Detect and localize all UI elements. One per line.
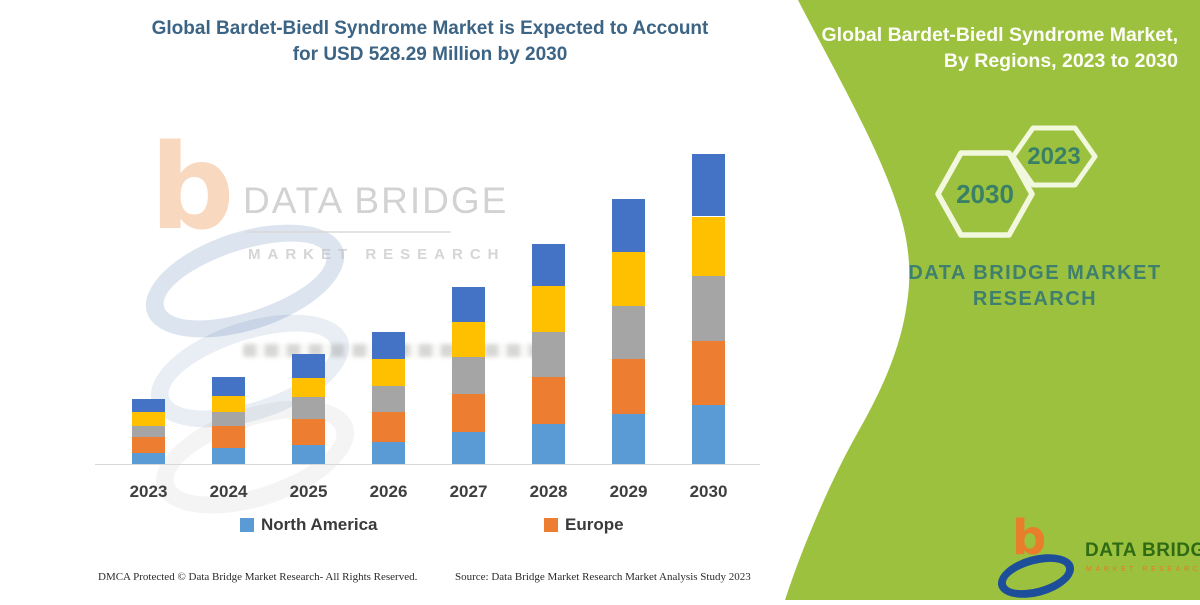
bar-segment-north-america bbox=[452, 432, 485, 464]
x-axis-label: 2030 bbox=[689, 482, 728, 501]
bar-segment-north-america bbox=[292, 444, 325, 464]
legend-item-europe: Europe bbox=[544, 515, 624, 535]
bar-segment-region-5-unlabeled-blue- bbox=[452, 287, 485, 323]
bar-segment-north-america bbox=[692, 404, 725, 464]
bar-segment-region-4-unlabeled-yellow- bbox=[132, 411, 165, 426]
bar-segment-region-5-unlabeled-blue- bbox=[372, 332, 405, 359]
x-axis-label: 2023 bbox=[129, 482, 168, 501]
x-axis-line bbox=[95, 464, 760, 465]
watermark-underline bbox=[246, 231, 451, 233]
hexagon-year-2023: 2023 bbox=[1027, 143, 1080, 170]
x-axis-label: 2029 bbox=[609, 482, 648, 501]
legend-label-europe: Europe bbox=[565, 515, 624, 534]
bar-segment-region-5-unlabeled-blue- bbox=[292, 353, 325, 378]
bar-segment-region-5-unlabeled-blue- bbox=[692, 153, 725, 217]
bar-segment-region-5-unlabeled-blue- bbox=[612, 198, 645, 253]
hexagon-year-2030: 2030 bbox=[956, 179, 1014, 209]
right-green-panel: Global Bardet-Biedl Syndrome Market, By … bbox=[700, 0, 1200, 605]
stacked-bar-chart: 2023 2024 2025 2026 2027 2028 2029 2030 bbox=[90, 130, 780, 520]
watermark-data-bridge-b-icon: b bbox=[150, 118, 235, 256]
green-panel-curved-shape bbox=[785, 0, 1200, 600]
x-axis-label: 2025 bbox=[289, 482, 328, 501]
bar-segment-region-4-unlabeled-yellow- bbox=[292, 377, 325, 398]
bar-segment-region-4-unlabeled-yellow- bbox=[612, 252, 645, 306]
bar-segment-europe bbox=[452, 393, 485, 433]
bar-segment-europe bbox=[372, 412, 405, 443]
watermark-brand-text: DATA BRIDGE bbox=[243, 180, 509, 221]
panel-heading-line1: Global Bardet-Biedl Syndrome Market, bbox=[821, 24, 1179, 46]
bar-segment-europe bbox=[692, 340, 725, 405]
bar-segment-region-5-unlabeled-blue- bbox=[212, 377, 245, 396]
bar-segment-region-3-unlabeled-gray- bbox=[452, 357, 485, 394]
panel-heading: Global Bardet-Biedl Syndrome Market, By … bbox=[808, 22, 1179, 74]
legend-swatch-europe bbox=[544, 518, 558, 532]
bar-segment-region-3-unlabeled-gray- bbox=[612, 305, 645, 359]
bar-segment-north-america bbox=[532, 423, 565, 464]
bar-segment-region-4-unlabeled-yellow- bbox=[452, 322, 485, 358]
logo-brand-subtitle: MARKET RESEARCH bbox=[1086, 566, 1200, 573]
chart-title-line1: Global Bardet-Biedl Syndrome Market is E… bbox=[151, 18, 709, 39]
x-axis-label: 2026 bbox=[369, 482, 408, 501]
legend-item-north-america: North America bbox=[240, 515, 378, 535]
bar-segment-region-4-unlabeled-yellow- bbox=[212, 395, 245, 412]
bar-segment-region-5-unlabeled-blue- bbox=[132, 398, 165, 412]
bar-segment-north-america bbox=[612, 413, 645, 464]
data-bridge-market-research-text: DATA BRIDGE MARKET RESEARCH bbox=[880, 260, 1190, 312]
bar-segment-europe bbox=[612, 358, 645, 414]
bar-segment-region-3-unlabeled-gray- bbox=[132, 425, 165, 438]
x-axis-label: 2027 bbox=[449, 482, 488, 501]
legend-label-north-america: North America bbox=[261, 515, 378, 534]
bar-segment-region-3-unlabeled-gray- bbox=[532, 332, 565, 378]
bar-segment-europe bbox=[212, 425, 245, 449]
hexagon-2023-outline-icon bbox=[1010, 125, 1098, 188]
bar-segment-region-3-unlabeled-gray- bbox=[292, 397, 325, 419]
bar-segment-region-3-unlabeled-gray- bbox=[212, 411, 245, 426]
panel-heading-line2: By Regions, 2023 to 2030 bbox=[943, 50, 1178, 72]
bar-segment-europe bbox=[132, 437, 165, 454]
bar-segment-north-america bbox=[132, 453, 165, 464]
bar-segment-north-america bbox=[372, 442, 405, 464]
watermark-sub-text: MARKET RESEARCH bbox=[248, 246, 506, 263]
brand-text-line1: DATA BRIDGE MARKET bbox=[908, 262, 1162, 284]
bar-segment-region-3-unlabeled-gray- bbox=[372, 385, 405, 413]
legend-swatch-north-america bbox=[240, 518, 254, 532]
chart-title: Global Bardet-Biedl Syndrome Market is E… bbox=[40, 16, 820, 68]
bar-segment-europe bbox=[532, 377, 565, 424]
bar-segment-region-5-unlabeled-blue- bbox=[532, 243, 565, 286]
bar-segment-region-4-unlabeled-yellow- bbox=[692, 216, 725, 277]
chart-title-line2: for USD 528.29 Million by 2030 bbox=[292, 44, 568, 65]
bar-segment-region-4-unlabeled-yellow- bbox=[532, 285, 565, 333]
hexagon-2030-outline-icon bbox=[935, 150, 1035, 238]
brand-text-line2: RESEARCH bbox=[972, 288, 1098, 310]
hexagon-years-graphic: 2030 2023 bbox=[935, 125, 1098, 238]
footer-source-text: Source: Data Bridge Market Research Mark… bbox=[455, 571, 751, 583]
bar-segment-region-3-unlabeled-gray- bbox=[692, 276, 725, 341]
logo-brand-name: DATA BRIDGE bbox=[1085, 540, 1200, 561]
x-axis-label: 2024 bbox=[209, 482, 248, 501]
data-bridge-b-icon: b bbox=[1012, 510, 1047, 566]
bar-segment-europe bbox=[292, 418, 325, 445]
bar-segment-north-america bbox=[212, 448, 245, 464]
footer-dmca-text: DMCA Protected © Data Bridge Market Rese… bbox=[98, 571, 418, 583]
bar-segment-region-4-unlabeled-yellow- bbox=[372, 358, 405, 386]
data-bridge-logo: b DATA BRIDGE MARKET RESEARCH bbox=[993, 514, 1200, 605]
x-axis-label: 2028 bbox=[529, 482, 568, 501]
